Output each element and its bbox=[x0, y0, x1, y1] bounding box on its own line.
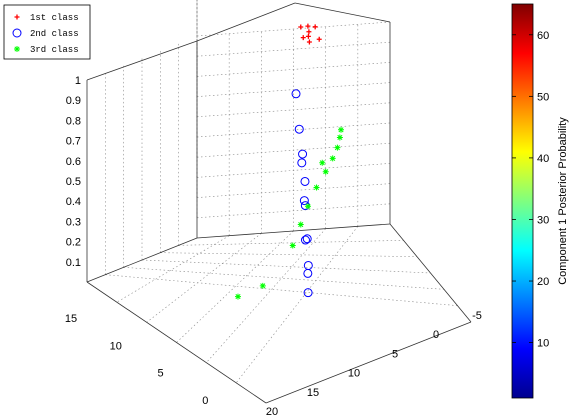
x-tick-label: 10 bbox=[348, 368, 360, 380]
x-tick-label: 0 bbox=[433, 329, 439, 341]
colorbar-label: Component 1 Posterior Probability bbox=[557, 117, 569, 285]
y-tick-label: 0 bbox=[202, 395, 208, 407]
data-point bbox=[300, 235, 310, 245]
gridline-floor bbox=[123, 267, 445, 290]
axis-edge bbox=[265, 321, 472, 404]
colorbar-frame bbox=[511, 3, 534, 399]
gridline-z bbox=[196, 21, 391, 37]
data-point bbox=[299, 196, 309, 206]
z-tick-label: 0.2 bbox=[66, 237, 81, 249]
x-tick-label: 20 bbox=[266, 406, 278, 416]
data-point bbox=[259, 282, 266, 289]
gridline-floor bbox=[235, 226, 359, 384]
data-point bbox=[306, 29, 312, 35]
gridline-floor bbox=[146, 233, 262, 323]
z-tick-label: 0.7 bbox=[66, 136, 81, 148]
data-point bbox=[304, 203, 311, 210]
colorbar-tick-label: 20 bbox=[537, 276, 549, 288]
data-point bbox=[312, 24, 318, 30]
legend-marker bbox=[12, 28, 22, 38]
data-point bbox=[303, 268, 313, 278]
data-point bbox=[336, 134, 343, 141]
colorbar-gradient bbox=[512, 4, 533, 398]
z-tick-label: 1 bbox=[75, 75, 81, 87]
data-point bbox=[305, 33, 311, 39]
colorbar-tick-label: 30 bbox=[537, 214, 549, 226]
colorbar-tick-label: 10 bbox=[537, 338, 549, 350]
x-tick-label: 15 bbox=[307, 387, 319, 399]
axes-edges bbox=[86, 2, 472, 404]
legend-marker bbox=[14, 46, 20, 52]
axis-edge bbox=[196, 223, 391, 239]
data-point bbox=[300, 35, 306, 41]
grid-lines bbox=[105, 0, 458, 384]
y-tick-label: 15 bbox=[65, 313, 77, 325]
series-1 bbox=[298, 23, 322, 45]
y-tick-label: 10 bbox=[110, 340, 122, 352]
data-point bbox=[294, 124, 304, 134]
data-point bbox=[305, 23, 311, 29]
gridline-floor bbox=[141, 259, 431, 274]
data-point bbox=[234, 293, 241, 300]
data-point bbox=[298, 24, 304, 30]
axes-box: 0.1 0.2 0.3 0.4 0.5 0.6 0.7 0.8 0.9 1 15 10 5 0 -5 20 15… bbox=[65, 0, 482, 416]
gridline-z bbox=[196, 62, 391, 77]
legend-marker bbox=[14, 14, 20, 20]
axis-edge bbox=[294, 2, 391, 23]
gridline-floor bbox=[105, 274, 458, 306]
data-point bbox=[338, 126, 345, 133]
data-point bbox=[316, 36, 322, 42]
data-point bbox=[313, 184, 320, 191]
y-tick-label: 5 bbox=[157, 368, 163, 380]
data-point bbox=[298, 149, 308, 159]
x-tick-label: -5 bbox=[472, 310, 482, 322]
data-point bbox=[303, 288, 313, 298]
series-3 bbox=[234, 126, 345, 300]
colorbar-tick-label: 50 bbox=[537, 91, 549, 103]
x-tick-label: 5 bbox=[392, 348, 398, 360]
z-tick-label: 0.6 bbox=[66, 156, 81, 168]
data-point bbox=[291, 89, 301, 99]
axis-edge bbox=[196, 2, 296, 42]
gridline-floor bbox=[178, 240, 404, 246]
colorbar-tick-label: 60 bbox=[537, 30, 549, 42]
axis-edge bbox=[389, 223, 472, 323]
legend: 1st class 2nd class 3rd class bbox=[3, 4, 91, 60]
axis-tick-labels: 0.1 0.2 0.3 0.4 0.5 0.6 0.7 0.8 0.9 1 15 10 5 0 -5 20 15… bbox=[65, 75, 482, 416]
data-point bbox=[322, 168, 329, 175]
data-point bbox=[319, 159, 326, 166]
data-point bbox=[334, 144, 341, 151]
data-point bbox=[289, 242, 296, 249]
data-point bbox=[306, 39, 312, 45]
data-point bbox=[300, 176, 310, 186]
z-tick-label: 0.4 bbox=[66, 196, 81, 208]
axis-edge bbox=[86, 281, 267, 404]
gridline-floor bbox=[116, 235, 230, 303]
legend-label: 2nd class bbox=[30, 29, 79, 39]
gridline-floor bbox=[206, 228, 326, 363]
z-tick-label: 0.9 bbox=[66, 95, 81, 107]
z-tick-label: 0.5 bbox=[66, 176, 81, 188]
axis-edge bbox=[86, 40, 198, 81]
data-point bbox=[297, 158, 307, 168]
colorbar-tick-label: 40 bbox=[537, 153, 549, 165]
gridline-floor bbox=[160, 252, 418, 257]
legend-label: 3rd class bbox=[30, 45, 79, 55]
data-point bbox=[303, 260, 313, 270]
data-point bbox=[329, 155, 336, 162]
axis-edge bbox=[86, 237, 198, 283]
data-point bbox=[302, 234, 312, 244]
colorbar: 10 20 30 40 50 60 Component 1 Posterior Proba… bbox=[511, 3, 569, 399]
z-tick-label: 0.3 bbox=[66, 216, 81, 228]
plot-area bbox=[234, 23, 345, 300]
gridline-z bbox=[196, 41, 391, 57]
data-point bbox=[297, 221, 304, 228]
legend-label: 1st class bbox=[30, 13, 79, 23]
gridline-floor bbox=[176, 230, 294, 343]
z-tick-label: 0.8 bbox=[66, 115, 81, 127]
series-2 bbox=[291, 89, 313, 298]
z-tick-label: 0.1 bbox=[66, 257, 81, 269]
